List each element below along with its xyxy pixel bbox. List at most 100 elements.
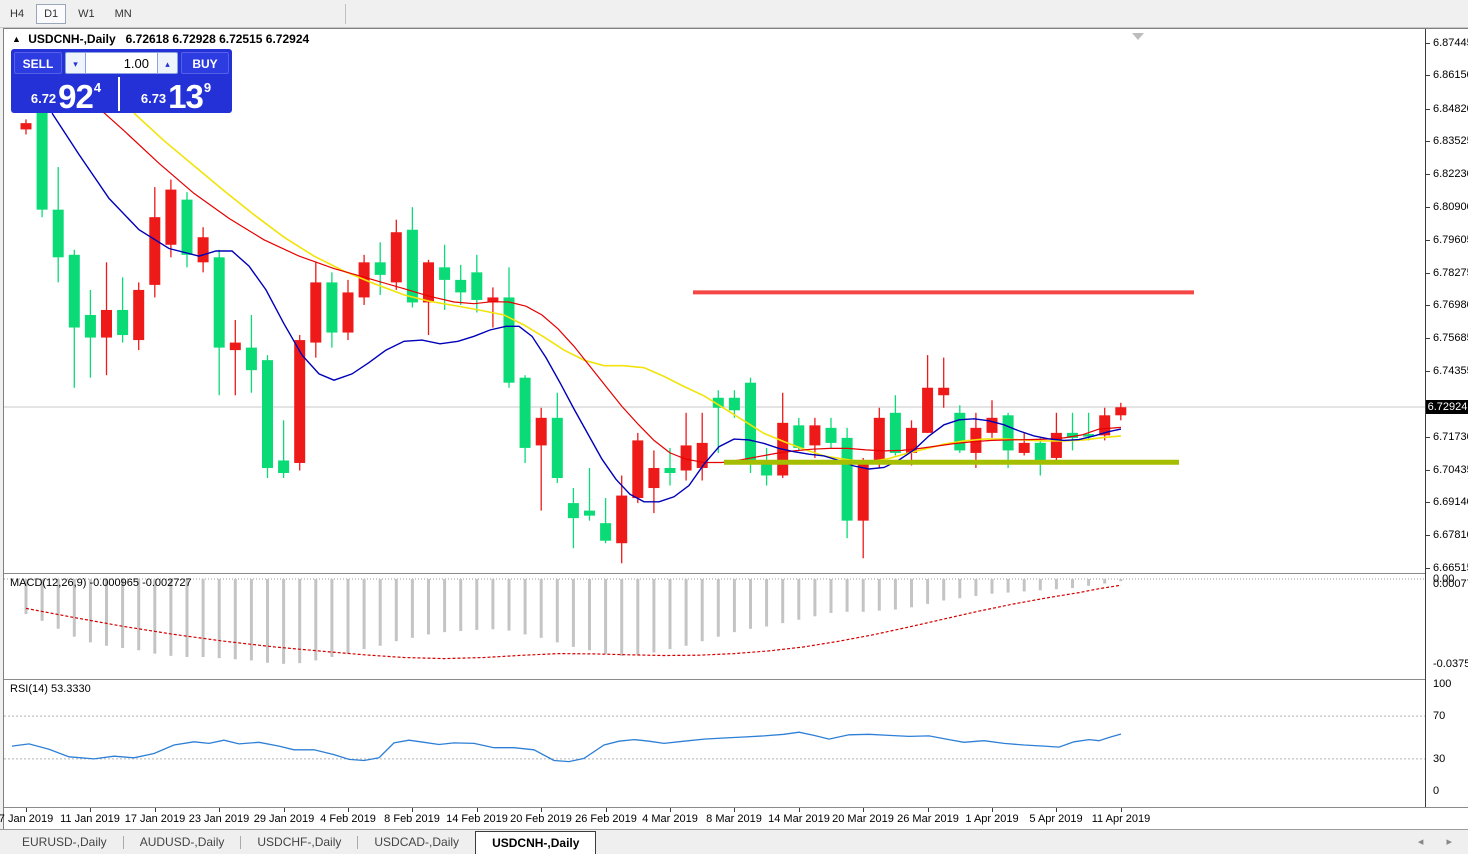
price-axis-label: 6.82230 [1433, 168, 1468, 180]
date-axis-label: 11 Jan 2019 [60, 813, 120, 825]
date-axis-label: 7 Jan 2019 [0, 813, 54, 825]
date-axis-tick [219, 808, 220, 812]
chart-window[interactable]: ▲ USDCNH-,Daily 6.72618 6.72928 6.72515 … [0, 28, 1468, 854]
date-axis-label: 4 Feb 2019 [320, 813, 376, 825]
price-axis-label: 6.74355 [1433, 365, 1468, 377]
date-axis-tick [90, 808, 91, 812]
tab-scroll-right-icon[interactable]: ▸ [1446, 836, 1462, 848]
price-axis-label: 6.84820 [1433, 103, 1468, 115]
buy-price-pips: 13 [168, 77, 204, 115]
rsi-axis-label: 100 [1433, 678, 1452, 690]
date-axis-label: 14 Feb 2019 [446, 813, 508, 825]
buy-price-fraction: 9 [203, 80, 212, 95]
current-price-badge: 6.72924 [1426, 400, 1468, 414]
price-axis-label: 6.80900 [1433, 201, 1468, 213]
volume-increase-button[interactable]: ▴ [157, 52, 178, 74]
chart-tab-eurusd[interactable]: EURUSD-,Daily [22, 835, 107, 849]
period-button-h4[interactable]: H4 [10, 8, 25, 20]
rsi-axis-label: 30 [1433, 753, 1446, 765]
period-toolbar: H4 D1 W1 MN [0, 0, 1468, 28]
rsi-axis-label: 70 [1433, 710, 1446, 722]
date-axis-tick [992, 808, 993, 812]
one-click-trade-panel: SELL ▾ ▴ BUY 6.72 92 4 6.73 13 9 [11, 49, 232, 113]
axis-border [1425, 29, 1426, 807]
date-axis-tick [477, 808, 478, 812]
pane-separator[interactable] [4, 679, 1468, 680]
date-axis-tick [541, 808, 542, 812]
volume-decrease-button[interactable]: ▾ [65, 52, 86, 74]
chart-title: ▲ USDCNH-,Daily 6.72618 6.72928 6.72515 … [12, 32, 309, 46]
date-axis-tick [670, 808, 671, 812]
volume-input[interactable] [86, 52, 157, 74]
price-axis-tick [1426, 273, 1430, 274]
date-axis-label: 11 Apr 2019 [1091, 813, 1151, 825]
sell-price-prefix: 6.72 [30, 91, 57, 106]
price-axis[interactable]: 6.72924 0.00 0.000779 -0.037579 6.87445 6… [1426, 29, 1468, 807]
pane-separator[interactable] [4, 573, 1468, 574]
date-axis-tick [606, 808, 607, 812]
rsi-pane[interactable] [4, 680, 1425, 807]
tab-scroll-left-icon[interactable]: ◂ [1417, 836, 1434, 848]
date-axis-label: 8 Mar 2019 [706, 813, 762, 825]
price-axis-label: 6.86150 [1433, 69, 1468, 81]
date-axis-tick [928, 808, 929, 812]
price-axis-label: 6.78275 [1433, 267, 1468, 279]
date-axis-tick [284, 808, 285, 812]
price-axis-label: 6.66515 [1433, 562, 1468, 574]
price-axis-label: 6.76980 [1433, 299, 1468, 311]
macd-zero-label: 0.00 [1433, 573, 1455, 585]
sell-price-fraction: 4 [93, 80, 102, 95]
collapse-indicator-icon[interactable]: ▲ [12, 34, 21, 44]
date-axis-tick [155, 808, 156, 812]
date-axis[interactable]: 7 Jan 2019 11 Jan 2019 17 Jan 2019 23 Jan 2… [0, 808, 1425, 829]
price-axis-tick [1426, 568, 1430, 569]
date-axis-label: 26 Feb 2019 [575, 813, 637, 825]
buy-button[interactable]: BUY [181, 52, 229, 74]
macd-indicator-label: MACD(12,26,9) -0.000965 -0.002727 [10, 577, 192, 589]
date-axis-tick [412, 808, 413, 812]
tab-separator [122, 836, 124, 849]
price-axis-tick [1426, 470, 1430, 471]
chart-tab-usdcnh[interactable]: USDCNH-,Daily [475, 831, 597, 854]
chart-tab-usdcad[interactable]: USDCAD-,Daily [374, 835, 460, 849]
period-button-mn[interactable]: MN [114, 8, 132, 20]
price-axis-tick [1426, 75, 1430, 76]
price-axis-label: 6.71730 [1433, 431, 1468, 443]
price-axis-tick [1426, 502, 1430, 503]
price-axis-label: 6.79605 [1433, 234, 1468, 246]
date-axis-tick [799, 808, 800, 812]
date-axis-tick [26, 808, 27, 812]
date-axis-label: 23 Jan 2019 [188, 813, 250, 825]
buy-price-button[interactable]: 6.73 13 9 [123, 77, 229, 115]
macd-min-label: -0.037579 [1433, 658, 1468, 670]
chart-tab-bar: EURUSD-,Daily AUDUSD-,Daily USDCHF-,Daily U… [0, 829, 1468, 854]
macd-max-label: 0.000779 [1433, 578, 1468, 590]
chevron-down-icon: ▾ [73, 59, 78, 69]
price-axis-tick [1426, 141, 1430, 142]
sell-button[interactable]: SELL [14, 52, 62, 74]
date-axis-label: 1 Apr 2019 [965, 813, 1019, 825]
date-axis-tick [734, 808, 735, 812]
sell-price-button[interactable]: 6.72 92 4 [14, 77, 120, 113]
period-button-w1[interactable]: W1 [78, 8, 95, 20]
date-axis-label: 8 Feb 2019 [384, 813, 440, 825]
date-axis-label: 17 Jan 2019 [124, 813, 186, 825]
chart-tab-audusd[interactable]: AUDUSD-,Daily [139, 835, 225, 849]
price-axis-label: 6.87445 [1433, 37, 1468, 49]
price-axis-tick [1426, 109, 1430, 110]
price-axis-tick [1426, 305, 1430, 306]
rsi-axis-label: 0 [1433, 785, 1440, 797]
price-axis-tick [1426, 338, 1430, 339]
toolbar-separator [345, 4, 346, 24]
date-axis-label: 14 Mar 2019 [768, 813, 830, 825]
period-button-d1[interactable]: D1 [36, 4, 67, 24]
date-axis-tick [1056, 808, 1057, 812]
macd-pane[interactable] [4, 574, 1425, 679]
chart-tab-usdchf[interactable]: USDCHF-,Daily [257, 835, 342, 849]
price-axis-tick [1426, 207, 1430, 208]
price-chart-pane[interactable] [4, 29, 1425, 573]
date-axis-label: 4 Mar 2019 [642, 813, 698, 825]
scroll-to-end-marker-icon[interactable] [1132, 33, 1144, 40]
buy-price-prefix: 6.73 [140, 91, 167, 106]
